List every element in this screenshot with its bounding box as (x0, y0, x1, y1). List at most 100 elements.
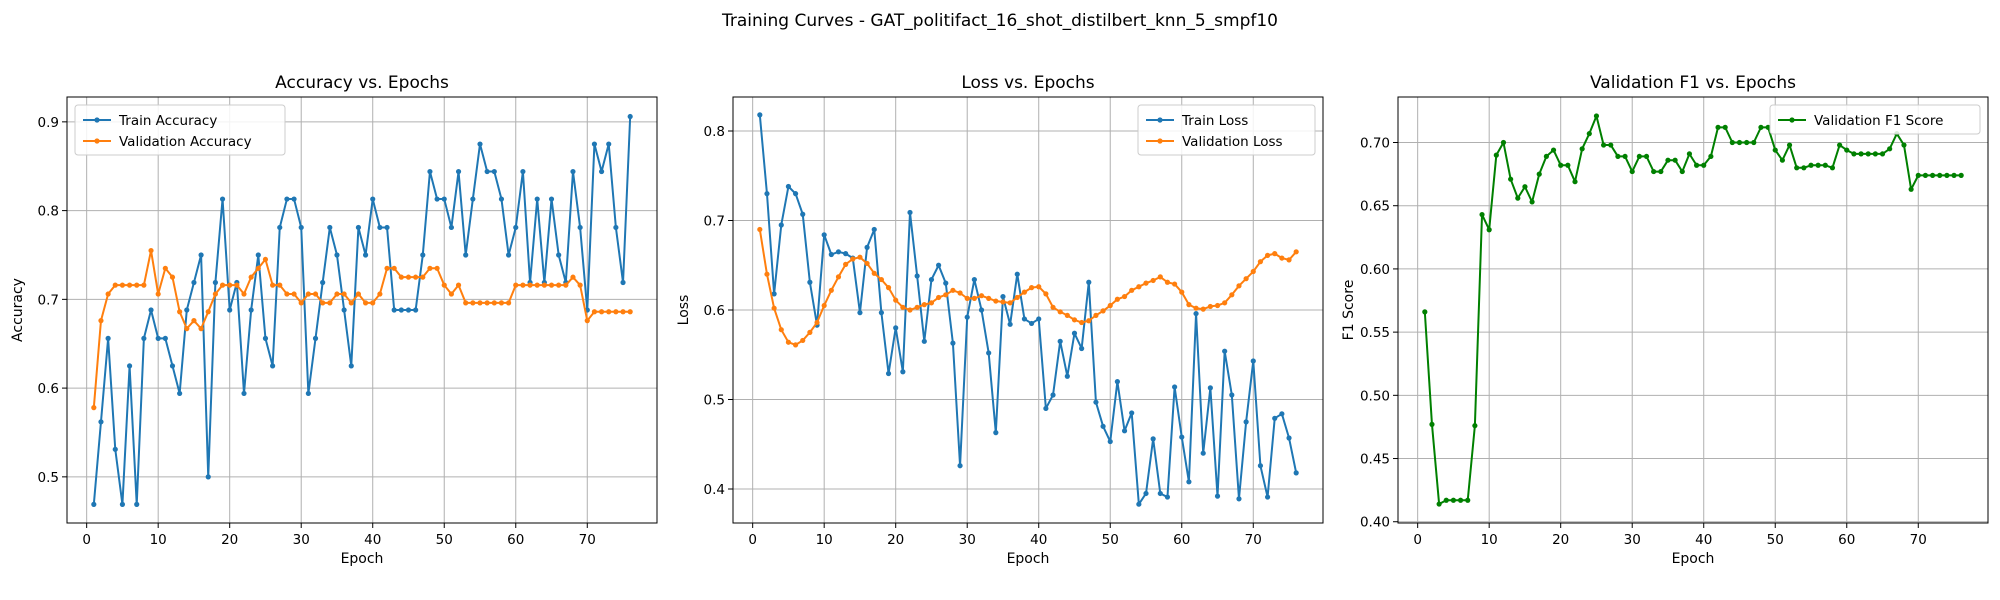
data-point (570, 274, 576, 280)
data-point (1765, 124, 1771, 130)
data-point (1250, 358, 1256, 364)
data-point (1736, 139, 1743, 146)
data-point (627, 309, 633, 315)
data-point (835, 274, 842, 280)
data-point (1486, 227, 1492, 233)
data-point (384, 224, 390, 231)
data-point (455, 168, 462, 175)
data-point (1207, 303, 1213, 310)
data-point (577, 224, 583, 231)
x-tick-label: 20 (221, 532, 238, 548)
data-point (584, 318, 590, 324)
y-tick-label: 0.65 (1360, 199, 1390, 215)
data-point (785, 339, 792, 345)
data-point (1093, 312, 1099, 318)
data-point (1193, 310, 1199, 317)
data-point (405, 307, 412, 313)
data-point (1665, 157, 1671, 163)
data-point (1243, 276, 1249, 282)
legend-marker (1789, 117, 1795, 123)
data-point (1837, 142, 1843, 148)
data-point (1107, 302, 1113, 309)
data-point (928, 300, 935, 306)
chart-3: 0 10 20 30 40 50 60 70 0.40 0.45 0.50 0.55 0.60 0.65 0… (1341, 73, 1989, 567)
data-point (986, 350, 992, 356)
x-tick-label: 60 (1173, 532, 1190, 548)
data-point (305, 291, 311, 297)
data-point (792, 191, 799, 197)
x-tick-label: 20 (1552, 532, 1569, 548)
data-point (1508, 176, 1514, 182)
data-point (248, 307, 254, 313)
data-point (971, 276, 977, 283)
data-point (1558, 162, 1564, 168)
data-point (800, 211, 806, 217)
y-tick-label: 0.4 (704, 482, 725, 498)
data-point (212, 279, 218, 286)
y-tick-label: 0.45 (1360, 452, 1390, 468)
data-point (305, 390, 311, 397)
y-tick-label: 0.70 (1360, 136, 1390, 152)
data-point (1093, 399, 1099, 405)
data-point (921, 338, 927, 344)
x-tick-label: 40 (364, 532, 381, 548)
data-point (405, 274, 412, 280)
chart-title: Loss vs. Epochs (961, 73, 1094, 93)
data-point (398, 274, 404, 280)
data-point (527, 282, 533, 288)
data-point (105, 335, 111, 341)
data-point (1250, 268, 1256, 275)
data-point (893, 325, 899, 331)
series-line (92, 116, 632, 506)
data-point (1064, 312, 1070, 318)
data-point (119, 282, 126, 288)
data-point (1000, 299, 1006, 305)
data-point (227, 307, 233, 313)
data-point (1007, 321, 1013, 327)
data-point (1021, 289, 1028, 295)
data-point (91, 405, 97, 411)
data-point (155, 335, 161, 341)
data-point (334, 291, 340, 297)
data-point (1143, 280, 1149, 286)
data-point (1686, 151, 1693, 157)
data-point (1293, 470, 1299, 476)
data-point (1651, 168, 1657, 175)
data-point (162, 335, 168, 341)
data-point (1136, 284, 1142, 290)
data-point (219, 282, 226, 288)
data-point (1264, 494, 1271, 500)
data-point (928, 276, 935, 283)
data-point (1086, 279, 1092, 285)
data-point (785, 183, 792, 190)
data-point (112, 446, 118, 452)
data-point (320, 279, 326, 286)
data-point (843, 261, 849, 267)
data-point (971, 295, 977, 301)
data-point (871, 226, 877, 233)
y-tick-label: 0.5 (38, 470, 59, 486)
series-validation-f1-score (1422, 113, 1964, 507)
data-point (1279, 255, 1285, 261)
data-point (757, 112, 763, 118)
data-point (943, 280, 949, 286)
data-point (792, 342, 799, 348)
data-point (1264, 252, 1271, 259)
y-tick-label: 0.7 (704, 214, 725, 230)
data-point (434, 196, 440, 202)
data-point (1887, 146, 1893, 152)
data-point (778, 222, 784, 228)
data-point (498, 300, 505, 306)
data-point (821, 302, 827, 309)
data-point (1286, 435, 1292, 441)
data-point (1193, 305, 1199, 311)
x-tick-label: 20 (887, 532, 904, 548)
data-point (427, 168, 433, 175)
data-point (1071, 330, 1078, 336)
data-point (1701, 162, 1707, 168)
data-point (1229, 392, 1235, 398)
data-point (950, 287, 956, 293)
data-point (864, 260, 870, 267)
data-point (843, 251, 849, 257)
data-point (1129, 287, 1135, 293)
